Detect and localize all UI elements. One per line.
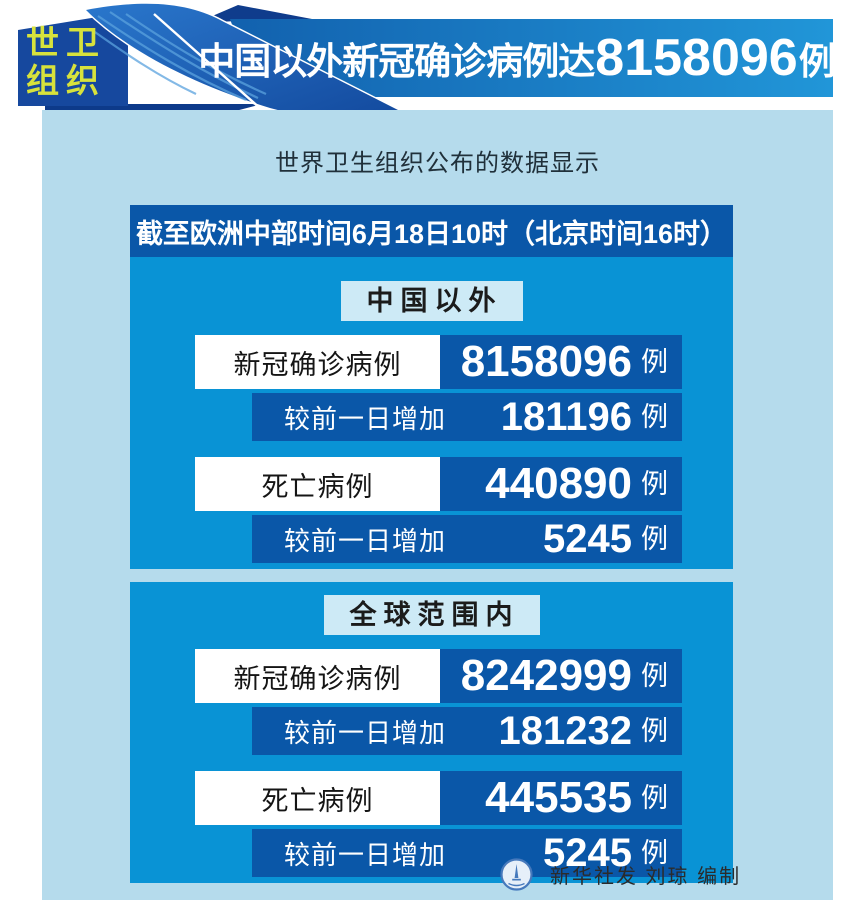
stat-value-bar: 445535 例: [440, 771, 682, 825]
timestamp-bar: 截至欧洲中部时间6月18日10时（北京时间16时）: [130, 205, 733, 257]
content-board: 世界卫生组织公布的数据显示 截至欧洲中部时间6月18日10时（北京时间16时） …: [42, 110, 833, 900]
xinhua-seal-icon: [500, 858, 533, 891]
delta-label: 较前一日增加: [284, 403, 447, 434]
delta-row: 较前一日增加 5245 例: [252, 829, 682, 877]
delta-label: 较前一日增加: [284, 717, 447, 748]
stat-row: 新冠确诊病例 8158096 例: [195, 335, 682, 389]
delta-unit: 例: [641, 401, 668, 432]
org-label-line1: 世卫: [26, 24, 106, 61]
stat-group-confirmed: 新冠确诊病例 8242999 例 较前一日增加 181232 例: [130, 649, 733, 755]
stat-value: 8158096: [460, 337, 632, 386]
section-global: 全球范围内 新冠确诊病例 8242999 例 较前一日增加 181232 例: [130, 582, 733, 883]
delta-value: 181232: [498, 709, 632, 753]
stat-value: 440890: [485, 459, 632, 508]
stat-value-bar: 8158096 例: [440, 335, 682, 389]
section-badge: 中国以外: [340, 281, 523, 321]
swoosh-white-line: [153, 13, 263, 111]
headline: 中国以外新冠确诊病例达 8158096 例: [198, 19, 836, 97]
headline-number: 8158096: [595, 29, 798, 87]
title-banner-shape: [230, 19, 833, 97]
delta-label: 较前一日增加: [284, 525, 447, 556]
stat-label: 死亡病例: [195, 457, 440, 511]
stat-label: 新冠确诊病例: [195, 649, 440, 703]
stat-value-bar: 8242999 例: [440, 649, 682, 703]
delta-value: 5245: [543, 831, 632, 875]
ribbon-top-fold: [196, 5, 312, 23]
headline-prefix: 中国以外新冠确诊病例达: [198, 41, 595, 82]
stat-value: 445535: [485, 773, 632, 822]
delta-unit: 例: [641, 837, 668, 868]
stat-group-confirmed: 新冠确诊病例 8158096 例 较前一日增加 181196 例: [130, 335, 733, 441]
stat-value-bar: 440890 例: [440, 457, 682, 511]
stat-row: 死亡病例 445535 例: [195, 771, 682, 825]
stat-value: 8242999: [460, 651, 632, 700]
stat-unit: 例: [641, 468, 668, 499]
stat-row: 新冠确诊病例 8242999 例: [195, 649, 682, 703]
stat-group-deaths: 死亡病例 440890 例 较前一日增加 5245 例: [130, 457, 733, 563]
credit-text: 新华社发 刘琼 编制: [550, 866, 742, 888]
delta-row: 较前一日增加 5245 例: [252, 515, 682, 563]
delta-row: 较前一日增加 181232 例: [252, 707, 682, 755]
footer-credit: 新华社发 刘琼 编制: [500, 858, 741, 891]
delta-value: 181196: [500, 395, 632, 439]
header-ribbon-graphic: [18, 2, 833, 126]
stat-label: 新冠确诊病例: [195, 335, 440, 389]
stat-unit: 例: [641, 346, 668, 377]
stat-row: 死亡病例 440890 例: [195, 457, 682, 511]
section-outside-china: 中国以外 新冠确诊病例 8158096 例 较前一日增加 181196 例: [130, 257, 733, 569]
headline-suffix: 例: [798, 41, 836, 82]
delta-row: 较前一日增加 181196 例: [252, 393, 682, 441]
org-label-line2: 组织: [26, 62, 106, 99]
section-badge: 全球范围内: [323, 595, 540, 635]
stat-unit: 例: [641, 782, 668, 813]
delta-unit: 例: [641, 523, 668, 554]
delta-unit: 例: [641, 715, 668, 746]
stat-label: 死亡病例: [195, 771, 440, 825]
org-label: 世卫 组织: [26, 24, 106, 100]
delta-value: 5245: [543, 517, 632, 561]
stat-group-deaths: 死亡病例 445535 例 较前一日增加 5245 例: [130, 771, 733, 877]
subtitle: 世界卫生组织公布的数据显示: [275, 150, 600, 177]
content-column: 截至欧洲中部时间6月18日10时（北京时间16时） 中国以外 新冠确诊病例 81…: [130, 205, 733, 883]
delta-label: 较前一日增加: [284, 839, 447, 870]
stat-unit: 例: [641, 660, 668, 691]
